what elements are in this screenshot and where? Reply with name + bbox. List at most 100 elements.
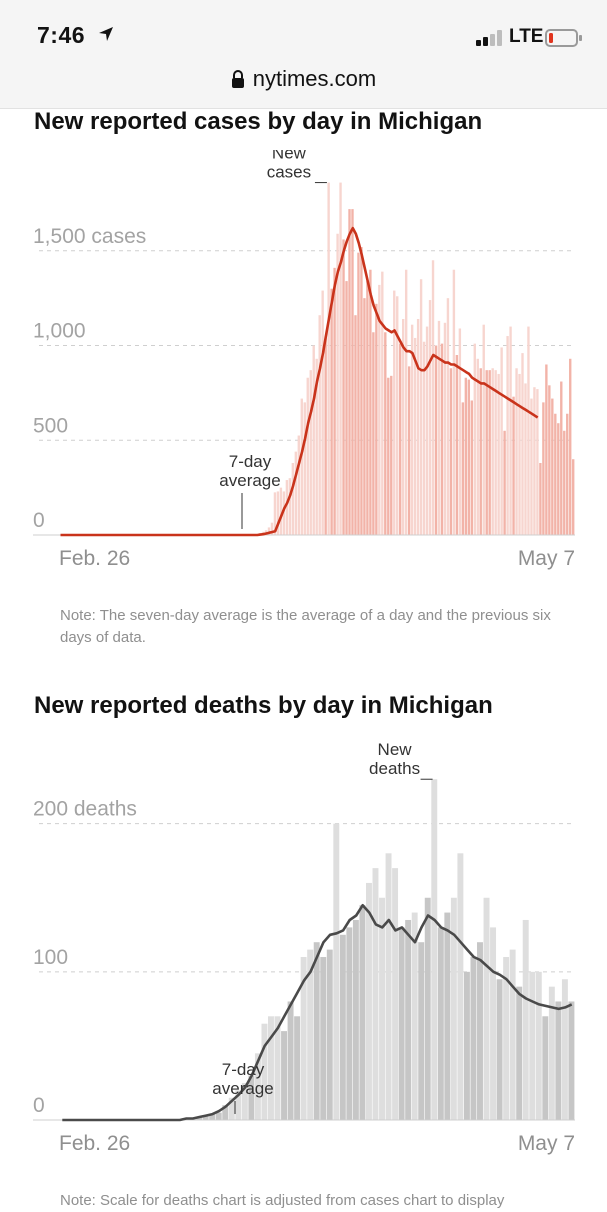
cases-bar <box>474 344 476 535</box>
cases-bar <box>420 279 422 535</box>
cases-bar <box>330 289 332 535</box>
cases-bar <box>381 272 383 535</box>
cases-bar <box>289 478 291 535</box>
cases-bar <box>372 332 374 535</box>
cases-bar <box>417 319 419 535</box>
cases-bar <box>327 183 329 535</box>
cases-bar <box>432 260 434 535</box>
cases-y-tick-label: 500 <box>33 414 68 437</box>
cases-bar <box>313 346 315 535</box>
address-bar[interactable]: nytimes.com <box>0 64 607 94</box>
lock-icon <box>231 70 245 88</box>
deaths-bar <box>373 868 379 1120</box>
cases-bar <box>301 399 303 535</box>
cases-bar <box>453 270 455 535</box>
cases-bar <box>569 359 571 535</box>
cases-bar <box>456 355 458 535</box>
cases-bar <box>491 368 493 535</box>
cases-bar <box>447 298 449 535</box>
cases-bar <box>399 344 401 535</box>
cases-bar <box>518 374 520 535</box>
deaths-chart-title: New reported deaths by day in Michigan <box>34 692 493 720</box>
deaths-bar <box>294 1016 300 1120</box>
deaths-bar <box>379 898 385 1120</box>
deaths-bar <box>477 942 483 1120</box>
cases-bar <box>363 298 365 535</box>
cases-bar <box>560 382 562 535</box>
cases-x-end-label: May 7 <box>518 547 575 570</box>
cases-bar <box>351 209 353 535</box>
cases-bar <box>304 402 306 535</box>
cases-bar <box>360 247 362 535</box>
deaths-bar <box>425 898 431 1120</box>
deaths-bar <box>333 824 339 1120</box>
cases-bar <box>375 304 377 535</box>
signal-icon <box>476 30 504 46</box>
deaths-bar <box>288 1001 294 1120</box>
deaths-y-tick-label: 0 <box>33 1094 45 1117</box>
battery-icon <box>545 28 583 48</box>
deaths-bar <box>353 920 359 1120</box>
deaths-bar <box>399 927 405 1120</box>
deaths-bar <box>314 942 320 1120</box>
cases-bar <box>542 402 544 535</box>
cases-bar <box>551 399 553 535</box>
deaths-bar <box>412 913 418 1120</box>
cases-bar <box>527 327 529 535</box>
deaths-bar <box>418 942 424 1120</box>
deaths-bar <box>542 1016 548 1120</box>
deaths-bar <box>281 1031 287 1120</box>
cases-bar <box>459 328 461 535</box>
deaths-bar <box>457 853 463 1120</box>
cases-bar <box>539 463 541 535</box>
cases-bar <box>408 366 410 535</box>
cases-y-tick-label: 1,500 cases <box>33 225 146 248</box>
clock: 7:46 <box>37 22 85 49</box>
deaths-y-tick-label: 100 <box>33 946 68 969</box>
deaths-bar <box>497 979 503 1120</box>
cases-y-tick-label: 0 <box>33 509 45 532</box>
cases-bar <box>387 378 389 535</box>
cases-bar <box>450 368 452 535</box>
deaths-bar <box>386 853 392 1120</box>
url-text: nytimes.com <box>253 66 376 92</box>
cases-bar <box>435 346 437 535</box>
cases-bar <box>295 452 297 535</box>
cases-bar <box>426 327 428 535</box>
cases-bar <box>384 332 386 535</box>
deaths-bar <box>555 1001 561 1120</box>
cases-bar <box>465 378 467 535</box>
deaths-bar <box>464 972 470 1120</box>
cases-bar <box>307 378 309 535</box>
status-bar: 7:46 LTE nytimes.com <box>0 0 607 109</box>
cases-bar <box>298 436 300 535</box>
cases-bar <box>444 323 446 535</box>
deaths-bar <box>327 950 333 1120</box>
cases-bar <box>557 423 559 535</box>
cases-bar <box>548 385 550 535</box>
cases-x-start-label: Feb. 26 <box>59 547 130 570</box>
cases-bar <box>357 253 359 535</box>
deaths-bar <box>516 987 522 1120</box>
cases-bar <box>462 402 464 535</box>
cases-bar <box>483 325 485 535</box>
deaths-bar <box>216 1113 222 1120</box>
deaths-bar <box>523 920 529 1120</box>
cases-bar <box>354 315 356 535</box>
cases-bar <box>563 431 565 535</box>
cases-bar <box>477 359 479 535</box>
deaths-note: Note: Scale for deaths chart is adjusted… <box>60 1190 580 1212</box>
cases-note: Note: The seven-day average is the avera… <box>60 605 580 649</box>
cases-bar <box>402 319 404 535</box>
cases-y-tick-label: 1,000 <box>33 320 86 343</box>
cases-bar <box>486 370 488 535</box>
cases-bar <box>530 399 532 535</box>
cases-bar <box>333 268 335 535</box>
deaths-bar <box>405 920 411 1120</box>
cases-bar <box>324 336 326 535</box>
cases-bar <box>441 344 443 535</box>
cases-bar <box>345 281 347 535</box>
cases-bar <box>348 209 350 535</box>
deaths-bar <box>484 898 490 1120</box>
